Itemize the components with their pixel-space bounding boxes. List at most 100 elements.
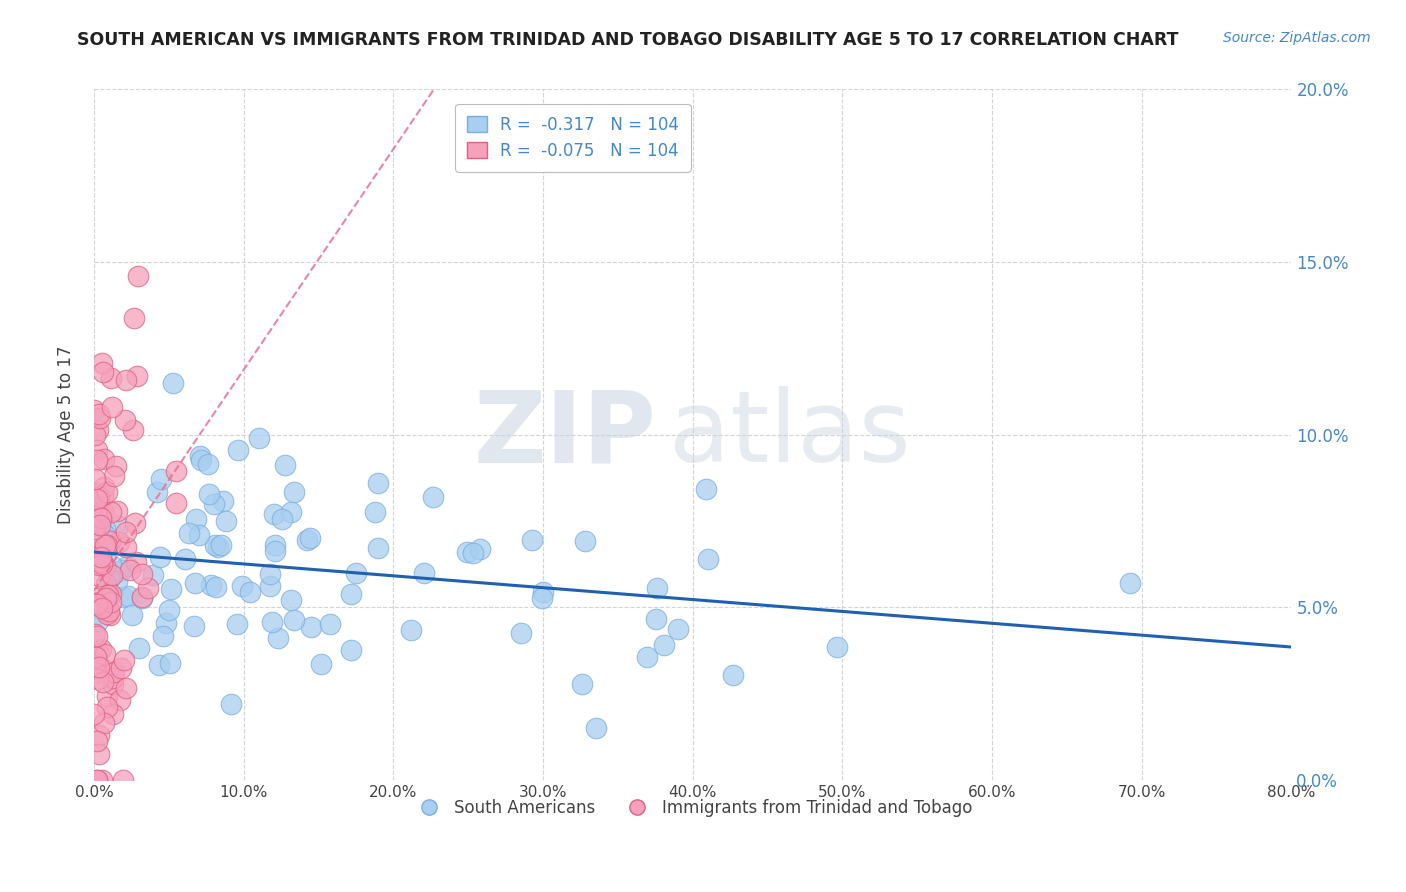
Point xyxy=(93,527,115,541)
Point xyxy=(115,558,138,573)
Point xyxy=(399,623,422,637)
Point xyxy=(340,587,363,601)
Point xyxy=(231,579,253,593)
Point xyxy=(100,595,122,609)
Point xyxy=(89,517,111,532)
Point xyxy=(184,512,207,526)
Point xyxy=(90,510,112,524)
Point xyxy=(200,578,222,592)
Point xyxy=(90,661,112,675)
Point xyxy=(84,535,107,549)
Point xyxy=(197,457,219,471)
Point xyxy=(94,576,117,591)
Point xyxy=(131,591,153,605)
Point xyxy=(110,660,132,674)
Point xyxy=(339,643,361,657)
Point xyxy=(295,533,318,548)
Point xyxy=(207,540,229,554)
Point xyxy=(93,715,115,730)
Point xyxy=(259,566,281,581)
Point xyxy=(86,491,108,506)
Point xyxy=(87,747,110,761)
Point xyxy=(114,413,136,427)
Point xyxy=(1119,576,1142,591)
Point xyxy=(124,516,146,530)
Point xyxy=(111,563,134,577)
Point xyxy=(266,631,288,645)
Point xyxy=(86,644,108,658)
Point xyxy=(260,615,283,629)
Point xyxy=(86,547,108,561)
Text: atlas: atlas xyxy=(669,386,910,483)
Point xyxy=(103,676,125,690)
Point xyxy=(183,619,205,633)
Point xyxy=(202,497,225,511)
Point xyxy=(103,665,125,679)
Point xyxy=(89,411,111,425)
Point xyxy=(90,508,112,522)
Point xyxy=(105,574,128,588)
Point xyxy=(160,582,183,596)
Point xyxy=(412,566,434,581)
Point xyxy=(86,773,108,788)
Point xyxy=(97,588,120,602)
Point xyxy=(184,576,207,591)
Point xyxy=(86,607,108,622)
Point xyxy=(86,453,108,467)
Point xyxy=(283,613,305,627)
Point xyxy=(127,268,149,283)
Point xyxy=(101,400,124,414)
Point xyxy=(87,614,110,628)
Point xyxy=(128,641,150,656)
Point xyxy=(94,591,117,605)
Point xyxy=(91,488,114,502)
Point xyxy=(205,580,228,594)
Point xyxy=(122,423,145,437)
Point xyxy=(91,366,114,380)
Point xyxy=(259,579,281,593)
Point xyxy=(157,603,180,617)
Point xyxy=(86,773,108,788)
Point xyxy=(94,558,117,573)
Text: ZIP: ZIP xyxy=(474,386,657,483)
Point xyxy=(571,677,593,691)
Point xyxy=(83,472,105,486)
Point xyxy=(101,567,124,582)
Y-axis label: Disability Age 5 to 17: Disability Age 5 to 17 xyxy=(58,345,75,524)
Text: Source: ZipAtlas.com: Source: ZipAtlas.com xyxy=(1223,31,1371,45)
Point xyxy=(98,534,121,549)
Point xyxy=(84,649,107,664)
Point xyxy=(319,617,342,632)
Point xyxy=(118,563,141,577)
Point xyxy=(93,603,115,617)
Point xyxy=(93,480,115,494)
Point xyxy=(90,549,112,564)
Point xyxy=(100,558,122,573)
Point xyxy=(87,672,110,686)
Point xyxy=(652,638,675,652)
Point xyxy=(117,589,139,603)
Point xyxy=(148,658,170,673)
Point xyxy=(146,484,169,499)
Point xyxy=(299,620,322,634)
Point xyxy=(94,648,117,662)
Point xyxy=(111,590,134,604)
Point xyxy=(97,603,120,617)
Point xyxy=(87,423,110,437)
Point xyxy=(177,525,200,540)
Point xyxy=(86,443,108,458)
Point xyxy=(114,681,136,695)
Point xyxy=(149,472,172,486)
Point xyxy=(666,622,689,636)
Point xyxy=(695,482,717,496)
Point xyxy=(96,607,118,621)
Point xyxy=(174,551,197,566)
Point xyxy=(112,773,135,788)
Point xyxy=(86,733,108,747)
Point xyxy=(264,543,287,558)
Point xyxy=(122,310,145,325)
Point xyxy=(197,487,219,501)
Point xyxy=(121,607,143,622)
Point xyxy=(83,522,105,536)
Point xyxy=(585,722,607,736)
